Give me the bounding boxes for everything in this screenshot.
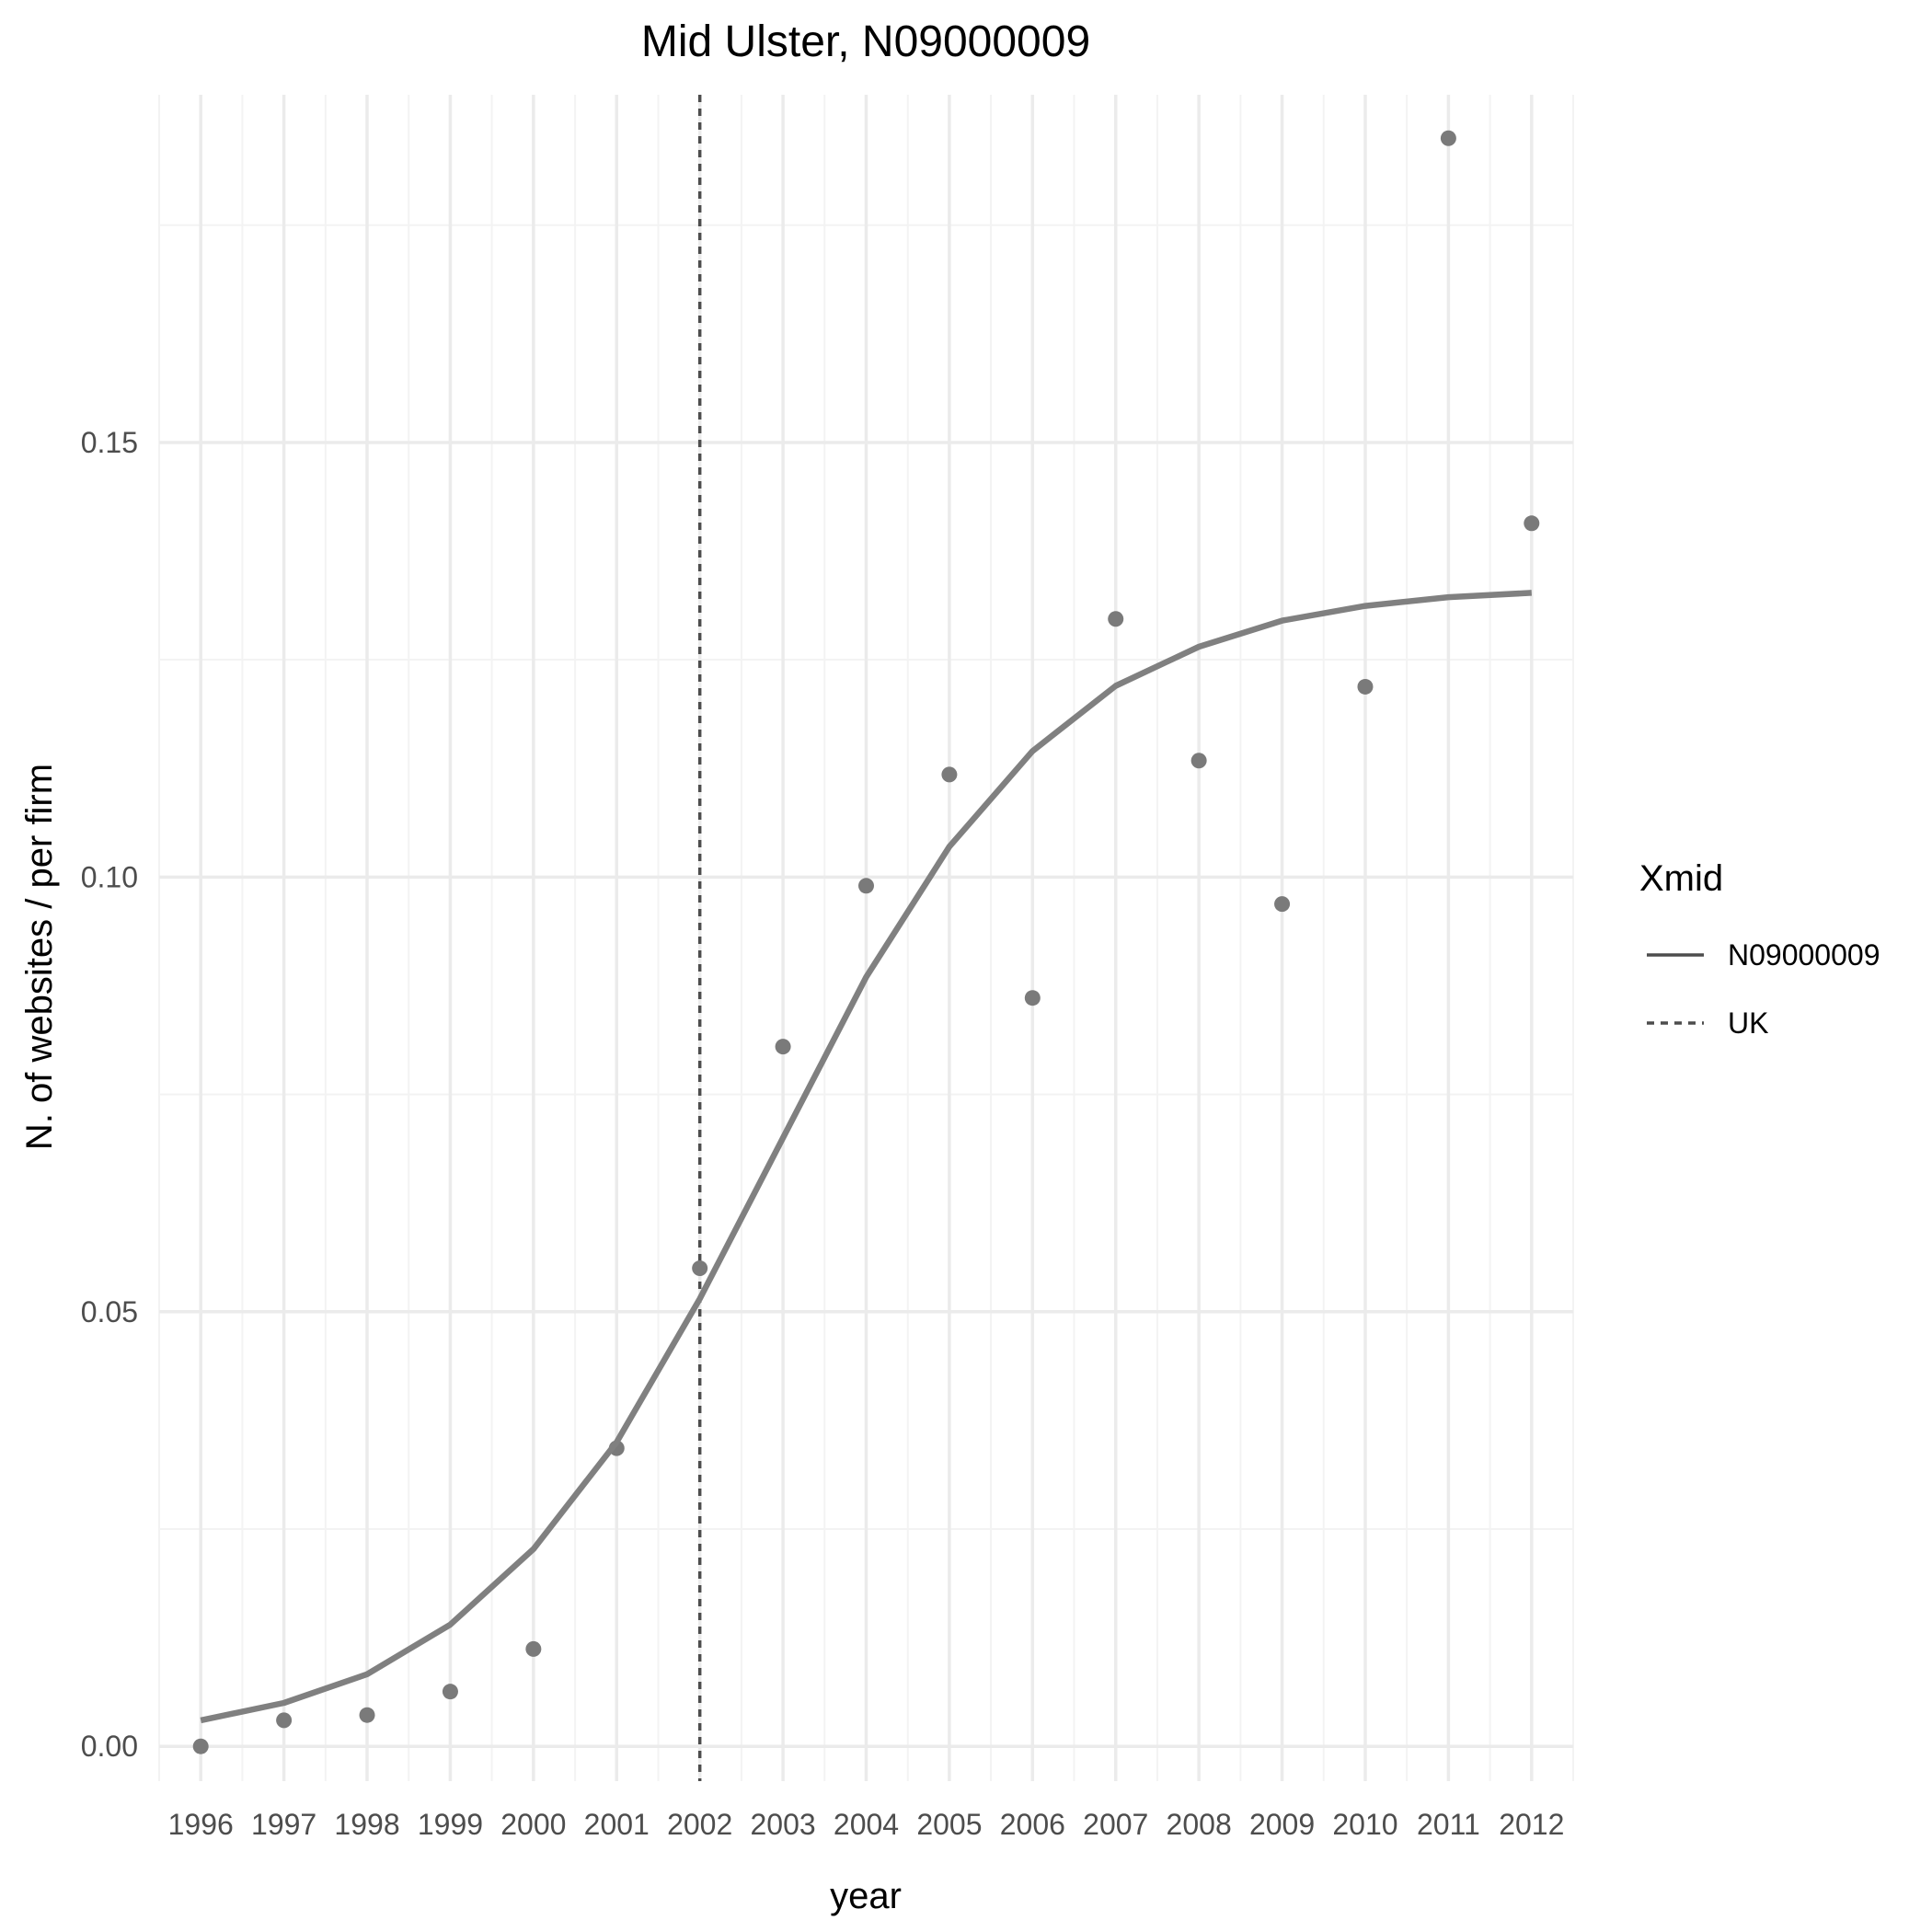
x-tick-label: 2011 <box>1417 1808 1480 1841</box>
grid <box>158 95 1574 1781</box>
legend-label: UK <box>1728 1006 1768 1040</box>
x-tick-label: 2000 <box>500 1808 566 1841</box>
data-point <box>692 1260 708 1277</box>
y-axis-title: N. of websites / per firm <box>19 764 60 1150</box>
x-tick-label: 1998 <box>334 1808 399 1841</box>
x-axis-title: year <box>830 1876 902 1916</box>
y-tick-label: 0.05 <box>81 1295 138 1328</box>
plot-area <box>192 95 1540 1781</box>
legend-label: N09000009 <box>1728 938 1880 972</box>
data-point <box>775 1039 791 1055</box>
n09000009-line <box>200 590 1532 1724</box>
data-point <box>192 1738 209 1754</box>
x-tick-label: 2009 <box>1249 1808 1315 1841</box>
data-point <box>941 766 958 783</box>
x-tick-label: 2008 <box>1167 1808 1232 1841</box>
data-point <box>1108 611 1124 627</box>
x-tick-label: 2001 <box>584 1808 650 1841</box>
x-tick-label: 2003 <box>750 1808 815 1841</box>
legend-entries: N09000009 UK <box>1647 938 1880 1040</box>
y-tick-label: 0.10 <box>81 860 138 893</box>
data-point <box>525 1640 542 1657</box>
data-point <box>1524 515 1540 532</box>
legend-title: Xmid <box>1639 858 1723 899</box>
data-point <box>1440 130 1456 146</box>
x-tick-label: 1996 <box>168 1808 234 1841</box>
data-point <box>442 1684 458 1700</box>
x-tick-label: 2007 <box>1083 1808 1148 1841</box>
x-tick-label: 2012 <box>1499 1808 1564 1841</box>
x-tick-label: 2005 <box>916 1808 982 1841</box>
chart-title: Mid Ulster, N09000009 <box>641 17 1090 66</box>
x-tick-label: 2002 <box>667 1808 732 1841</box>
x-axis-ticks: 1996 1997 1998 1999 2000 2001 2002 2003 2004 2005… <box>168 1808 1565 1841</box>
x-tick-label: 1999 <box>418 1808 483 1841</box>
legend: Xmid N09000009 UK <box>1639 858 1880 1040</box>
y-tick-label: 0.15 <box>81 426 138 459</box>
y-tick-label: 0.00 <box>81 1730 138 1763</box>
data-point <box>1190 753 1207 769</box>
x-tick-label: 2010 <box>1332 1808 1397 1841</box>
data-point <box>1024 990 1041 1006</box>
data-point <box>276 1712 293 1729</box>
x-tick-label: 1997 <box>251 1808 316 1841</box>
y-axis-ticks: 0.00 0.05 0.10 0.15 <box>81 426 138 1763</box>
data-point <box>1357 678 1374 695</box>
data-point <box>858 878 874 894</box>
x-tick-label: 2004 <box>834 1808 899 1841</box>
data-point <box>1274 896 1291 913</box>
data-point <box>359 1707 375 1723</box>
x-tick-label: 2006 <box>1000 1808 1065 1841</box>
